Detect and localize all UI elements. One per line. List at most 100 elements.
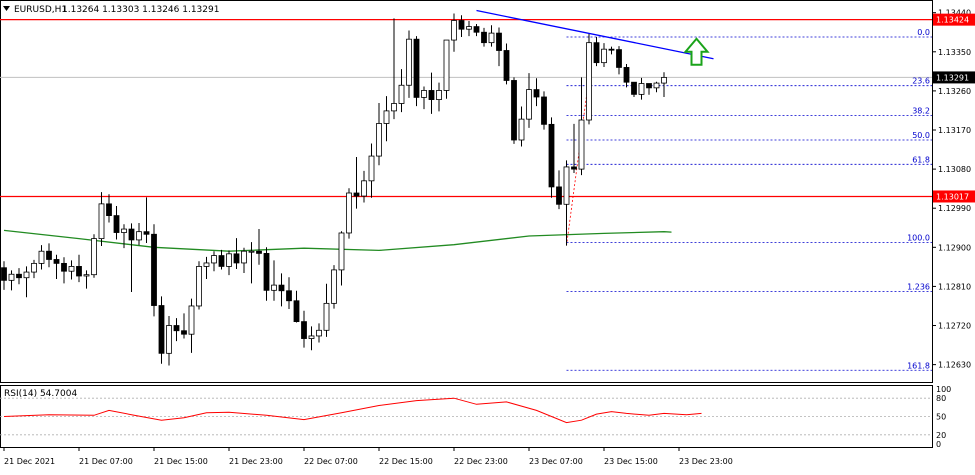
candle-body-bear	[46, 250, 52, 260]
candle-body-bull	[136, 231, 142, 241]
fib-level-label: 100.0	[907, 234, 930, 243]
candle	[451, 13, 457, 52]
candle	[316, 323, 322, 343]
fib-level-label: 161.8	[907, 361, 930, 370]
price-tick-label: 1.12720	[938, 322, 971, 331]
candle	[38, 245, 45, 270]
price-tick-label: 1.13440	[938, 9, 971, 18]
rsi-tick-label: 80	[936, 394, 946, 403]
candle	[466, 20, 472, 37]
time-tick-label: 22 Dec 15:00	[379, 457, 433, 466]
candle	[481, 27, 487, 47]
time-tick-label: 22 Dec 07:00	[304, 457, 358, 466]
candle-body-bull	[241, 250, 247, 264]
candle	[511, 77, 517, 144]
candle	[376, 103, 382, 166]
support-price-label-bg	[933, 190, 975, 203]
header-dropdown-icon[interactable]	[3, 6, 10, 11]
candle-body-bull	[346, 192, 352, 234]
candle-body-bear	[353, 192, 360, 197]
candle	[98, 192, 105, 247]
candle-body-bull	[518, 118, 525, 141]
candle-body-bear	[1, 267, 7, 281]
price-tick-label: 1.12630	[938, 361, 971, 370]
resistance-price-label-bg	[933, 13, 975, 26]
candle	[586, 33, 592, 125]
time-tick-label: 21 Dec 15:00	[154, 457, 208, 466]
candle	[293, 290, 300, 323]
candle-body-bull	[451, 20, 457, 41]
candle	[211, 251, 217, 272]
candle	[323, 283, 330, 337]
candle-body-bear	[278, 284, 285, 292]
fib-level-label: 0.0	[917, 28, 930, 37]
candle-body-bear	[556, 186, 562, 205]
candle	[556, 170, 562, 210]
candle	[428, 72, 435, 114]
candle	[308, 326, 315, 351]
candle-body-bear	[53, 259, 60, 264]
candle	[391, 18, 397, 120]
candle-body-bear	[286, 290, 292, 302]
candle-body-bull	[436, 90, 442, 100]
candle-body-bear	[511, 80, 517, 141]
time-tick-label: 23 Dec 23:00	[679, 457, 733, 466]
candle	[548, 117, 555, 198]
candle-body-bull	[91, 238, 97, 276]
price-tick-label: 1.13260	[938, 87, 971, 96]
candle-body-bear	[293, 300, 300, 323]
candle-body-bull	[563, 166, 570, 205]
candle	[278, 273, 285, 307]
fib-swing-line	[566, 77, 590, 246]
candle-body-bear	[256, 250, 262, 254]
time-tick-label: 21 Dec 07:00	[79, 457, 133, 466]
candle	[533, 78, 540, 107]
candle-body-bear	[173, 325, 180, 332]
candle-body-bear	[623, 67, 630, 83]
candle-body-bull	[226, 253, 232, 267]
candle-body-bear	[608, 48, 615, 51]
time-tick-label: 21 Dec 23:00	[229, 457, 283, 466]
candle-body-bear	[503, 50, 510, 81]
candle	[31, 259, 37, 279]
candle	[661, 72, 667, 97]
candle-body-bull	[98, 203, 105, 240]
candle	[413, 36, 420, 107]
candle	[1, 261, 7, 290]
candle	[646, 83, 652, 95]
candle-body-bull	[421, 90, 427, 98]
candle	[158, 296, 165, 364]
candle-body-bull	[466, 26, 472, 30]
candle-body-bear	[571, 166, 577, 170]
candle	[46, 243, 52, 268]
price-tick-label: 1.13350	[938, 48, 971, 57]
candle-body-bull	[203, 262, 210, 267]
price-pane-frame	[0, 0, 933, 383]
header-ohlc: 1.13264 1.13303 1.13246 1.13291	[62, 5, 219, 15]
candle	[503, 43, 510, 85]
candle	[436, 82, 442, 112]
candle-body-bull	[398, 84, 405, 104]
candle-body-bear	[481, 31, 487, 44]
candle-body-bull	[526, 89, 532, 120]
candle	[653, 81, 660, 93]
candle-body-bear	[128, 228, 135, 241]
candle	[631, 81, 637, 97]
candle-body-bull	[188, 305, 195, 335]
candle-body-bull	[391, 103, 397, 112]
candle-body-bull	[361, 180, 367, 197]
candle-body-bull	[368, 155, 375, 182]
candle-body-bear	[301, 321, 307, 339]
fib-level-label: 23.6	[912, 77, 930, 86]
candle-body-bull	[323, 302, 330, 331]
candle	[233, 238, 240, 270]
candle-body-bear	[151, 233, 157, 306]
candle	[226, 250, 232, 276]
candle	[301, 310, 307, 348]
price-tick-label: 1.12900	[938, 243, 971, 252]
candle	[53, 254, 60, 280]
candle-body-bull	[383, 110, 390, 124]
candle	[241, 247, 247, 273]
candle-body-bear	[158, 305, 165, 354]
